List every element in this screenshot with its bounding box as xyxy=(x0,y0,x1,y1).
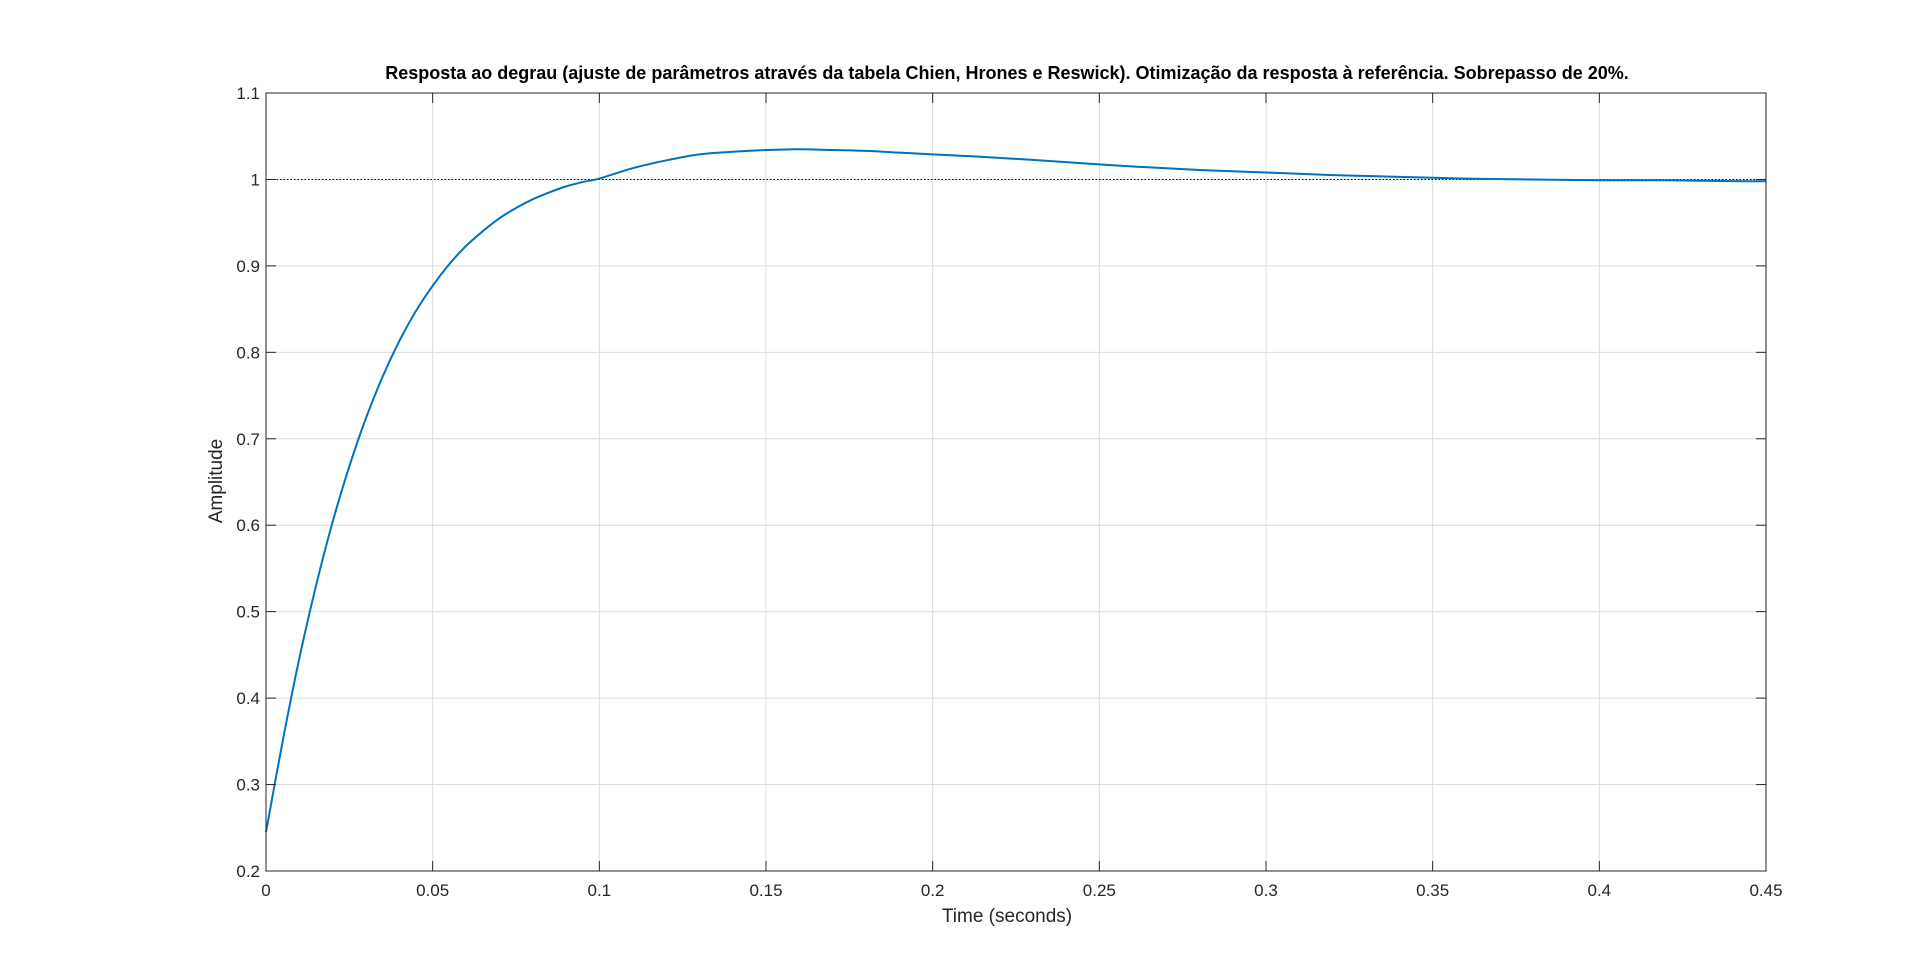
x-tick-label: 0.45 xyxy=(1749,881,1782,900)
y-tick-label: 0.4 xyxy=(236,689,260,708)
series-line xyxy=(265,148,1767,833)
y-tick-label: 0.5 xyxy=(236,603,260,622)
x-tick-labels: 0 0.05 0.1 0.15 0.2 0.25 0.3 0.35 0.4 0.45 xyxy=(261,881,1782,900)
y-tick-label: 0.9 xyxy=(236,257,260,276)
x-tick-label: 0.1 xyxy=(588,881,612,900)
plot-area xyxy=(266,93,1766,871)
x-tick-label: 0.05 xyxy=(416,881,449,900)
y-tick-label: 0.8 xyxy=(236,343,260,362)
y-ticks xyxy=(266,92,1766,872)
x-tick-label: 0.35 xyxy=(1416,881,1449,900)
chart-title: Resposta ao degrau (ajuste de parâmetros… xyxy=(385,63,1628,83)
y-tick-label: 1 xyxy=(251,170,260,189)
y-tick-label: 0.7 xyxy=(236,430,260,449)
y-tick-label: 0.6 xyxy=(236,516,260,535)
x-tick-label: 0.25 xyxy=(1083,881,1116,900)
x-tick-label: 0 xyxy=(261,881,270,900)
x-axis-label: Time (seconds) xyxy=(942,906,1072,927)
x-tick-label: 0.3 xyxy=(1254,881,1278,900)
x-tick-label: 0.15 xyxy=(749,881,782,900)
y-tick-label: 0.3 xyxy=(236,776,260,795)
y-tick-label: 1.1 xyxy=(236,84,260,103)
plot-frame xyxy=(265,92,1767,872)
x-tick-label: 0.4 xyxy=(1588,881,1612,900)
y-axis-label: Amplitude xyxy=(206,439,227,524)
y-tick-label: 0.2 xyxy=(236,862,260,881)
y-tick-labels: 0.2 0.3 0.4 0.5 0.6 0.7 0.8 0.9 1 1.1 xyxy=(236,84,260,881)
x-ticks xyxy=(265,93,1767,871)
x-tick-label: 0.2 xyxy=(921,881,945,900)
